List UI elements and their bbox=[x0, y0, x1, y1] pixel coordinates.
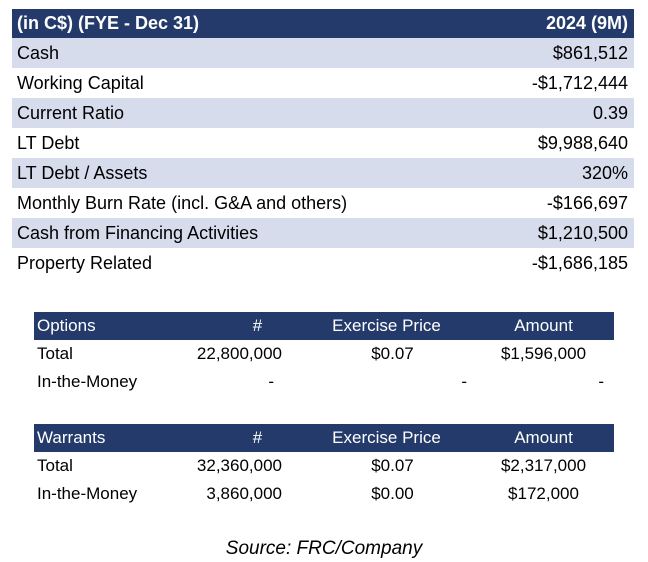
row-label: Monthly Burn Rate (incl. G&A and others) bbox=[17, 192, 348, 213]
warrants-header-amount: Amount bbox=[514, 428, 573, 447]
warrants-header-price: Exercise Price bbox=[332, 428, 441, 447]
table-row: Cash from Financing Activities $1,210,50… bbox=[12, 218, 634, 248]
row-label: In-the-Money bbox=[37, 484, 138, 503]
table-row: Monthly Burn Rate (incl. G&A and others)… bbox=[12, 188, 634, 218]
row-value: -$1,712,444 bbox=[531, 72, 628, 93]
summary-header-label: (in C$) (FYE - Dec 31) bbox=[17, 13, 200, 33]
row-count: - bbox=[268, 372, 274, 391]
row-value: $861,512 bbox=[552, 42, 628, 63]
row-label: Total bbox=[37, 456, 73, 475]
row-amount: $2,317,000 bbox=[500, 456, 587, 475]
table-row: Total 32,360,000 $0.07 $2,317,000 bbox=[34, 452, 614, 480]
table-row: In-the-Money 3,860,000 $0.00 $172,000 bbox=[34, 480, 614, 508]
row-label: LT Debt / Assets bbox=[17, 162, 148, 183]
row-price: $0.07 bbox=[371, 344, 414, 363]
options-table: Options # Exercise Price Amount Total 22… bbox=[34, 312, 614, 396]
warrants-header-row: Warrants # Exercise Price Amount bbox=[34, 424, 614, 452]
row-price: - bbox=[461, 372, 467, 391]
row-value: -$166,697 bbox=[546, 192, 628, 213]
row-price: $0.07 bbox=[371, 456, 414, 475]
options-header-count: # bbox=[252, 316, 263, 335]
table-row: In-the-Money - - - bbox=[34, 368, 614, 396]
row-value: 320% bbox=[581, 162, 628, 183]
row-label: Total bbox=[37, 344, 73, 363]
options-header-row: Options # Exercise Price Amount bbox=[34, 312, 614, 340]
row-label: In-the-Money bbox=[37, 372, 138, 391]
summary-header-period: 2024 (9M) bbox=[545, 13, 628, 33]
options-header-price: Exercise Price bbox=[332, 316, 441, 335]
row-label: Current Ratio bbox=[17, 102, 125, 123]
table-row: Current Ratio 0.39 bbox=[12, 98, 634, 128]
table-row: Cash $861,512 bbox=[12, 38, 634, 68]
row-label: Cash bbox=[17, 42, 60, 63]
financial-summary-table: (in C$) (FYE - Dec 31) 2024 (9M) Cash $8… bbox=[12, 9, 634, 278]
row-price: $0.00 bbox=[371, 484, 414, 503]
summary-header-row: (in C$) (FYE - Dec 31) 2024 (9M) bbox=[12, 9, 634, 38]
row-label: Working Capital bbox=[17, 72, 144, 93]
row-value: 0.39 bbox=[592, 102, 628, 123]
row-amount: - bbox=[598, 372, 604, 391]
row-amount: $1,596,000 bbox=[500, 344, 587, 363]
table-row: Total 22,800,000 $0.07 $1,596,000 bbox=[34, 340, 614, 368]
row-label: Cash from Financing Activities bbox=[17, 222, 259, 243]
warrants-header-name: Warrants bbox=[37, 428, 106, 447]
row-value: -$1,686,185 bbox=[531, 252, 628, 273]
row-label: Property Related bbox=[17, 252, 153, 273]
options-header-amount: Amount bbox=[514, 316, 573, 335]
warrants-header-count: # bbox=[252, 428, 263, 447]
row-label: LT Debt bbox=[17, 132, 80, 153]
options-header-name: Options bbox=[37, 316, 96, 335]
table-row: LT Debt $9,988,640 bbox=[12, 128, 634, 158]
row-value: $1,210,500 bbox=[537, 222, 628, 243]
row-count: 22,800,000 bbox=[196, 344, 282, 363]
row-count: 32,360,000 bbox=[196, 456, 282, 475]
row-value: $9,988,640 bbox=[537, 132, 628, 153]
row-amount: $172,000 bbox=[508, 484, 579, 503]
table-row: Property Related -$1,686,185 bbox=[12, 248, 634, 278]
table-row: Working Capital -$1,712,444 bbox=[12, 68, 634, 98]
source-note: Source: FRC/Company bbox=[225, 538, 423, 559]
warrants-table: Warrants # Exercise Price Amount Total 3… bbox=[34, 424, 614, 508]
row-count: 3,860,000 bbox=[206, 484, 282, 503]
table-row: LT Debt / Assets 320% bbox=[12, 158, 634, 188]
